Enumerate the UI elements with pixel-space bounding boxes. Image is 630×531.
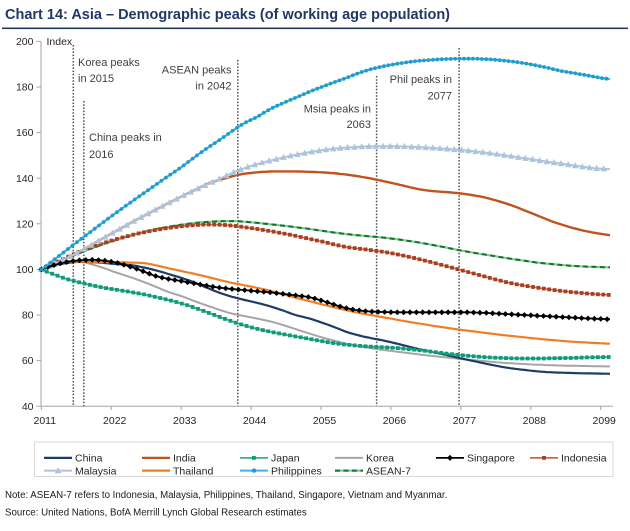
svg-text:China: China (75, 453, 103, 465)
svg-text:60: 60 (22, 355, 34, 367)
svg-text:Indonesia: Indonesia (561, 453, 607, 465)
svg-text:Singapore: Singapore (467, 453, 515, 465)
svg-text:160: 160 (16, 127, 34, 139)
svg-text:2016: 2016 (89, 149, 113, 161)
svg-text:Korea: Korea (366, 453, 394, 465)
svg-text:2044: 2044 (243, 415, 267, 427)
svg-text:2022: 2022 (103, 415, 127, 427)
svg-text:2063: 2063 (347, 119, 371, 131)
svg-text:2066: 2066 (383, 415, 407, 427)
svg-text:Msia peaks in: Msia peaks in (304, 103, 371, 115)
svg-text:ASEAN-7: ASEAN-7 (366, 465, 411, 477)
svg-text:2011: 2011 (34, 415, 57, 427)
svg-text:Korea peaks: Korea peaks (78, 57, 140, 69)
svg-text:China peaks in: China peaks in (89, 132, 162, 144)
svg-text:Note: ASEAN-7 refers to Indone: Note: ASEAN-7 refers to Indonesia, Malay… (5, 490, 447, 501)
svg-text:Malaysia: Malaysia (75, 465, 117, 477)
svg-text:2055: 2055 (313, 415, 337, 427)
svg-text:in 2042: in 2042 (195, 81, 231, 93)
svg-text:Thailand: Thailand (173, 465, 213, 477)
svg-text:Chart 14: Asia – Demographic p: Chart 14: Asia – Demographic peaks (of w… (5, 7, 450, 23)
svg-text:100: 100 (16, 264, 34, 276)
svg-text:2088: 2088 (523, 415, 547, 427)
svg-text:Japan: Japan (271, 453, 300, 465)
svg-text:Source: United Nations, BofA M: Source: United Nations, BofA Merrill Lyn… (5, 508, 307, 519)
svg-text:120: 120 (16, 218, 34, 230)
svg-text:180: 180 (16, 82, 34, 94)
svg-text:in 2015: in 2015 (78, 73, 114, 85)
svg-text:80: 80 (22, 310, 34, 322)
svg-text:India: India (173, 453, 196, 465)
svg-text:2033: 2033 (173, 415, 197, 427)
svg-text:Phil peaks in: Phil peaks in (390, 74, 452, 86)
svg-text:200: 200 (16, 36, 34, 48)
svg-text:ASEAN peaks: ASEAN peaks (162, 65, 232, 77)
svg-text:2077: 2077 (453, 415, 477, 427)
svg-text:2099: 2099 (593, 415, 617, 427)
svg-text:Philippines: Philippines (271, 465, 322, 477)
svg-text:40: 40 (22, 401, 34, 413)
svg-text:2077: 2077 (428, 91, 452, 103)
svg-text:Index: Index (47, 36, 73, 48)
svg-text:140: 140 (16, 173, 34, 185)
